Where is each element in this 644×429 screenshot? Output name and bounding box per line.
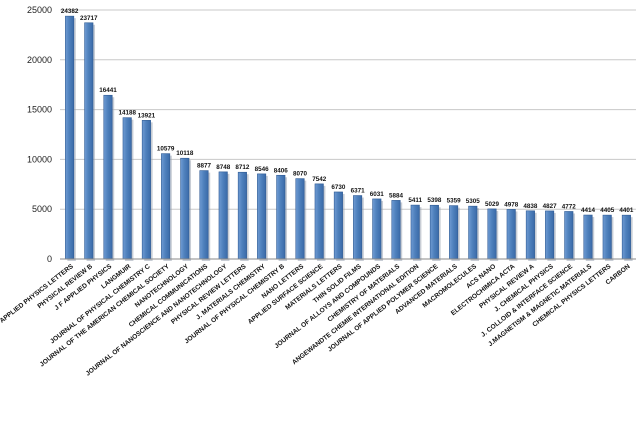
y-tick-label: 5000 xyxy=(32,204,52,214)
data-label: 23717 xyxy=(80,15,98,22)
data-label: 16441 xyxy=(99,87,117,94)
y-tick-label: 0 xyxy=(47,254,52,264)
data-label: 4414 xyxy=(581,207,596,214)
gridlines xyxy=(60,9,636,210)
y-tick-label: 15000 xyxy=(27,105,52,115)
data-label: 4772 xyxy=(562,203,577,210)
data-label: 6371 xyxy=(351,188,366,195)
bar xyxy=(314,183,324,260)
data-label: 5398 xyxy=(427,197,442,204)
data-label: 10118 xyxy=(176,150,194,157)
bar xyxy=(468,205,478,260)
data-label: 6031 xyxy=(370,191,385,198)
bar xyxy=(237,171,247,260)
data-label: 8748 xyxy=(216,164,231,171)
bar xyxy=(602,214,612,260)
y-tick-label: 20000 xyxy=(27,55,52,65)
data-label: 24382 xyxy=(61,8,79,15)
data-label: 5411 xyxy=(408,197,422,204)
bar xyxy=(410,204,420,260)
bar xyxy=(372,198,382,260)
data-label: 8070 xyxy=(293,171,308,178)
data-label: 14188 xyxy=(118,110,136,117)
bar xyxy=(103,94,113,260)
data-label: 6730 xyxy=(331,184,346,191)
bar xyxy=(621,214,631,260)
data-label: 4838 xyxy=(523,203,538,210)
data-label: 4827 xyxy=(543,203,558,210)
bar xyxy=(525,210,535,260)
bar xyxy=(180,157,190,260)
bar xyxy=(257,173,267,260)
bar xyxy=(353,195,363,260)
data-label: 4405 xyxy=(600,207,615,214)
data-label: 5305 xyxy=(466,198,481,205)
bars xyxy=(65,15,633,262)
bar xyxy=(65,15,75,260)
data-label: 7542 xyxy=(312,176,327,183)
bar xyxy=(295,178,305,260)
data-label: 5359 xyxy=(447,198,462,205)
data-label: 5029 xyxy=(485,201,500,208)
data-label: 8712 xyxy=(235,164,250,171)
bar xyxy=(84,22,94,260)
bar xyxy=(487,208,497,260)
bar xyxy=(564,211,574,260)
data-label: 8406 xyxy=(274,167,289,174)
data-label: 4978 xyxy=(504,201,519,208)
bar xyxy=(276,174,286,260)
y-axis-tick-labels: 0 5000 10000 15000 20000 25000 xyxy=(27,5,52,264)
x-tick-label: APPLIED PHYSICS LETTERS xyxy=(0,263,75,325)
bar xyxy=(429,204,439,260)
data-label: 4401 xyxy=(619,207,634,214)
bar xyxy=(583,214,593,260)
data-label: 8546 xyxy=(255,166,270,173)
bar xyxy=(449,205,459,260)
bar xyxy=(161,153,171,260)
bar xyxy=(333,191,343,260)
data-label: 5884 xyxy=(389,192,404,199)
bar xyxy=(545,210,555,260)
bar xyxy=(199,170,209,260)
bar xyxy=(218,171,228,260)
data-label: 10579 xyxy=(157,146,175,153)
y-tick-label: 25000 xyxy=(27,5,52,15)
bar xyxy=(122,117,132,260)
data-label: 13921 xyxy=(138,112,156,119)
bar xyxy=(141,120,151,260)
y-tick-label: 10000 xyxy=(27,154,52,164)
data-label: 8877 xyxy=(197,163,212,170)
bar xyxy=(391,200,401,260)
bar xyxy=(506,209,516,260)
